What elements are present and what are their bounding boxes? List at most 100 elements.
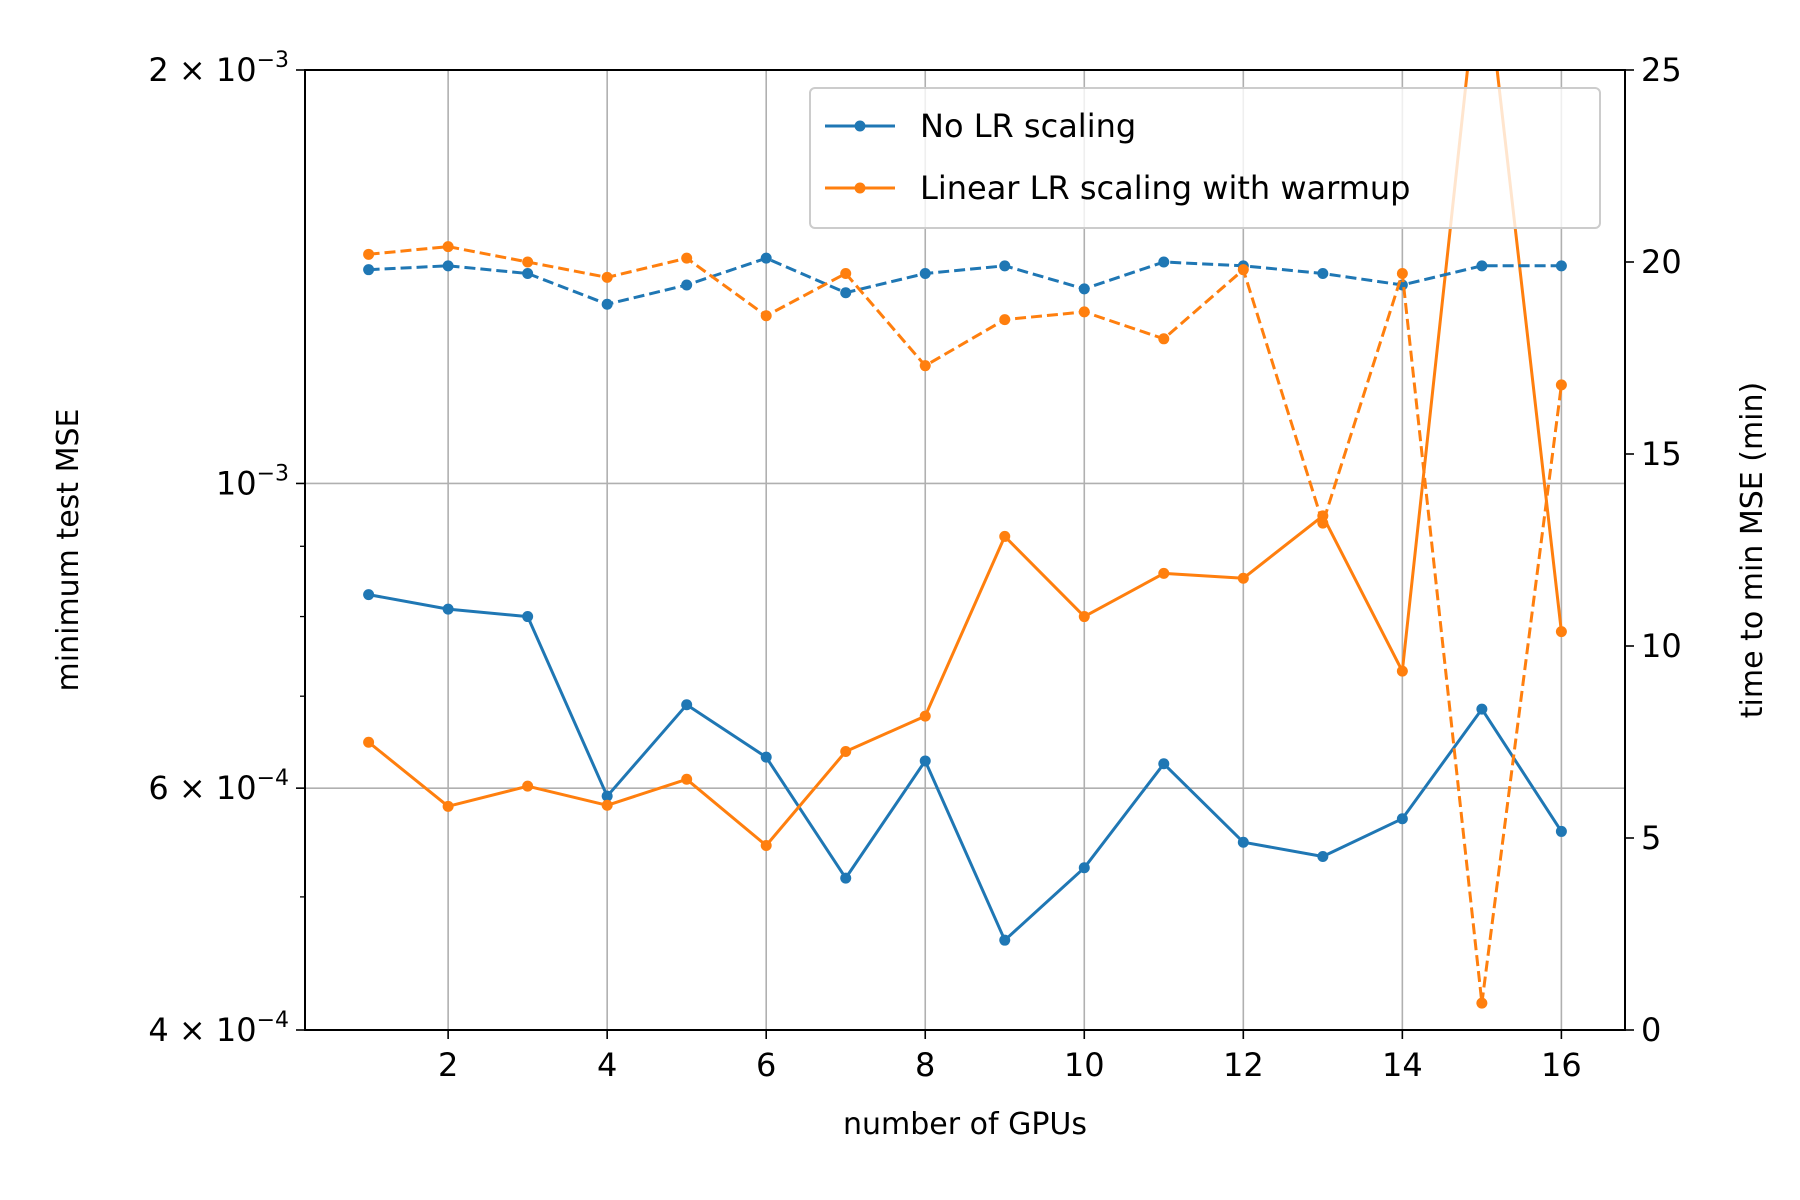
data-point bbox=[681, 252, 693, 264]
data-point bbox=[363, 736, 375, 748]
data-point bbox=[1396, 665, 1408, 677]
data-point bbox=[681, 279, 693, 291]
data-point bbox=[999, 314, 1011, 326]
data-point bbox=[1158, 256, 1170, 268]
y-right-tick-label: 10 bbox=[1641, 627, 1682, 665]
series-2 bbox=[363, 252, 1567, 310]
y-left-tick-label: 2 × 10−3 bbox=[148, 48, 289, 89]
data-point bbox=[1078, 283, 1090, 295]
data-point bbox=[442, 241, 454, 253]
y-right-tick-label: 20 bbox=[1641, 243, 1682, 281]
x-tick-label: 2 bbox=[438, 1046, 458, 1084]
series-line bbox=[367, 70, 1563, 847]
series-line bbox=[368, 256, 1562, 306]
x-tick-label: 16 bbox=[1541, 1046, 1582, 1084]
data-point bbox=[363, 264, 375, 276]
data-point bbox=[1476, 260, 1488, 272]
data-point bbox=[760, 252, 772, 264]
data-point bbox=[919, 360, 931, 372]
data-point bbox=[1158, 758, 1170, 770]
data-point bbox=[1317, 268, 1329, 280]
series-line bbox=[368, 245, 1563, 1005]
legend-label: Linear LR scaling with warmup bbox=[920, 169, 1410, 207]
legend-box bbox=[809, 87, 1601, 229]
x-tick-label: 10 bbox=[1064, 1046, 1105, 1084]
plot-frame bbox=[304, 69, 1626, 1031]
data-point bbox=[760, 310, 772, 322]
x-tick-label: 4 bbox=[597, 1046, 617, 1084]
data-point bbox=[1078, 611, 1090, 623]
y-left-tick-label: 6 × 10−4 bbox=[148, 766, 289, 807]
grid bbox=[305, 70, 1625, 1030]
y-axis-label-left: minimum test MSE bbox=[51, 409, 86, 692]
data-point bbox=[919, 268, 931, 280]
data-point bbox=[1555, 626, 1567, 638]
y-left-tick-label: 4 × 10−4 bbox=[148, 1008, 289, 1049]
legend-marker bbox=[854, 182, 866, 194]
data-point bbox=[840, 287, 852, 299]
data-point bbox=[601, 799, 613, 811]
data-point bbox=[919, 755, 931, 767]
data-point bbox=[919, 710, 931, 722]
data-point bbox=[442, 260, 454, 272]
data-point bbox=[601, 298, 613, 310]
data-point bbox=[1158, 567, 1170, 579]
data-point bbox=[1158, 333, 1170, 345]
axes bbox=[304, 69, 1626, 1031]
data-point bbox=[1317, 851, 1329, 863]
y-right-tick-label: 25 bbox=[1641, 51, 1682, 89]
ticks: 2 4 6 8 10 12 14 16 2 × 10−3 10−3 6 × 10−4 4 × 10−4… bbox=[148, 48, 1681, 1084]
data-point bbox=[601, 790, 613, 802]
y-left-tick-label: 10−3 bbox=[216, 461, 289, 502]
data-point bbox=[1555, 260, 1567, 272]
data-point bbox=[1476, 703, 1488, 715]
series-line bbox=[368, 593, 1563, 942]
data-point bbox=[363, 589, 375, 601]
x-tick-label: 8 bbox=[915, 1046, 935, 1084]
series-3 bbox=[363, 241, 1567, 1009]
x-tick-label: 14 bbox=[1382, 1046, 1423, 1084]
data-point bbox=[1078, 306, 1090, 318]
series-layer bbox=[363, 70, 1567, 1009]
data-point bbox=[1555, 825, 1567, 837]
data-point bbox=[1237, 836, 1249, 848]
data-point bbox=[1317, 517, 1329, 529]
data-point bbox=[840, 746, 852, 758]
data-point bbox=[522, 611, 534, 623]
data-point bbox=[1396, 813, 1408, 825]
data-point bbox=[1476, 997, 1488, 1009]
data-point bbox=[681, 699, 693, 711]
data-point bbox=[522, 268, 534, 280]
x-axis-label: number of GPUs bbox=[843, 1107, 1087, 1142]
data-point bbox=[522, 256, 534, 268]
data-point bbox=[1078, 862, 1090, 874]
x-tick-label: 12 bbox=[1223, 1046, 1264, 1084]
legend-marker bbox=[854, 120, 866, 132]
data-point bbox=[760, 839, 772, 851]
data-point bbox=[840, 268, 852, 280]
data-point bbox=[999, 260, 1011, 272]
data-point bbox=[442, 800, 454, 812]
x-tick-label: 6 bbox=[756, 1046, 776, 1084]
y-axis-label-right: time to min MSE (min) bbox=[1735, 382, 1770, 718]
series-0 bbox=[363, 589, 1567, 946]
data-point bbox=[1237, 264, 1249, 276]
legend: No LR scaling Linear LR scaling with warm… bbox=[809, 87, 1601, 229]
data-point bbox=[760, 751, 772, 763]
y-right-tick-label: 0 bbox=[1641, 1011, 1661, 1049]
data-point bbox=[999, 530, 1011, 542]
data-point bbox=[1555, 379, 1567, 391]
legend-label: No LR scaling bbox=[920, 107, 1136, 145]
data-point bbox=[999, 934, 1011, 946]
data-point bbox=[442, 603, 454, 615]
y-right-tick-label: 15 bbox=[1641, 435, 1682, 473]
data-point bbox=[681, 773, 693, 785]
data-point bbox=[363, 248, 375, 260]
data-point bbox=[601, 271, 613, 283]
data-point bbox=[1237, 572, 1249, 584]
data-point bbox=[522, 780, 534, 792]
data-point bbox=[840, 872, 852, 884]
data-point bbox=[1396, 268, 1408, 280]
y-right-tick-label: 5 bbox=[1641, 819, 1661, 857]
